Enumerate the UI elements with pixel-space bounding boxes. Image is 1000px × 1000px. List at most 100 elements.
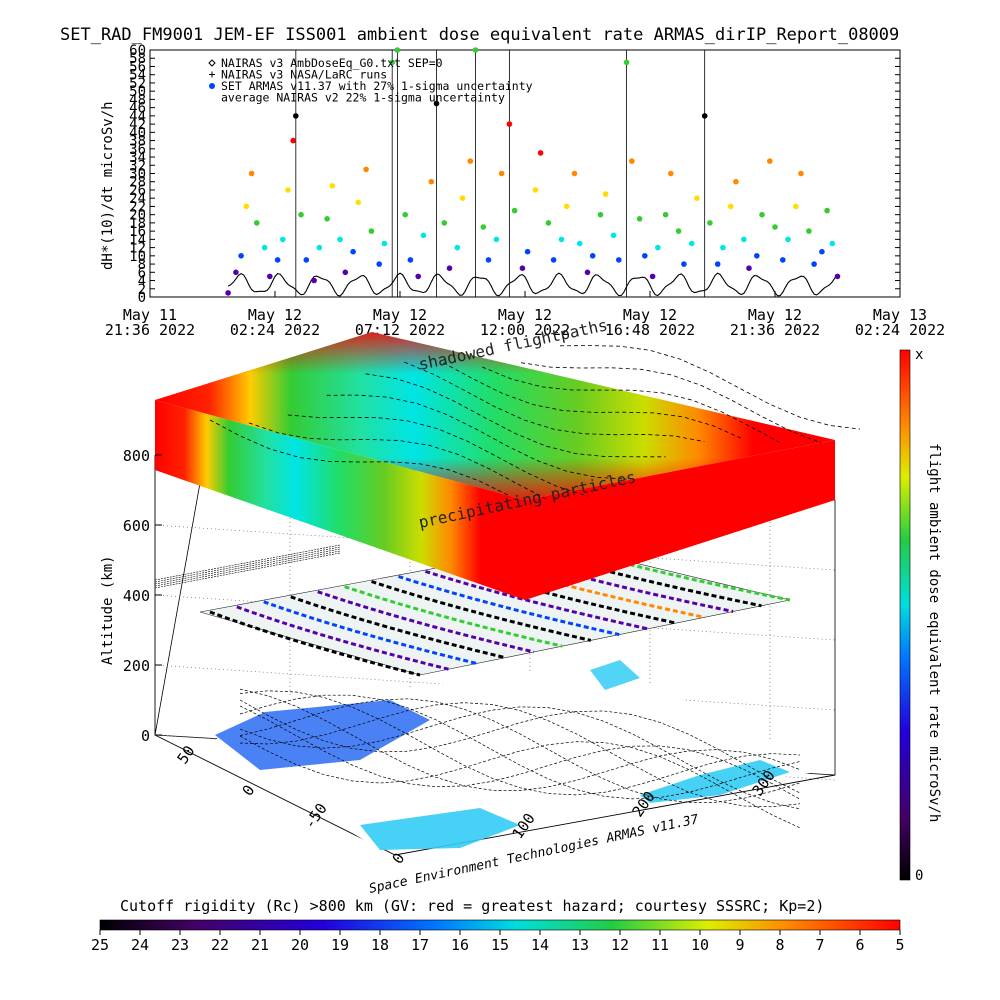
x-tick-date: May 13 — [873, 306, 927, 324]
rigidity-tick-label: 17 — [411, 936, 429, 954]
armas-point — [707, 220, 713, 226]
armas-point — [441, 220, 448, 226]
rigidity-tick-label: 18 — [371, 936, 389, 954]
armas-point — [376, 261, 383, 267]
armas-point — [642, 253, 648, 259]
armas-point — [524, 248, 531, 255]
rigidity-tick-label: 14 — [531, 936, 549, 954]
x-tick-time: 02:24 2022 — [230, 321, 320, 339]
slab-track — [326, 394, 627, 480]
x-tick-date: May 12 — [248, 306, 302, 324]
slab-track — [443, 362, 744, 440]
latitude-tick-label: 0 — [239, 782, 259, 800]
slab-track — [209, 419, 511, 497]
top-slab-shade — [155, 332, 835, 500]
dose-colorbar-bottom: 0 — [915, 868, 923, 884]
altitude-tick-label: 0 — [141, 727, 150, 745]
armas-point — [824, 207, 830, 214]
altitude-tick-label: 600 — [123, 517, 150, 535]
rigidity-tick-label: 21 — [251, 936, 269, 954]
armas-point — [303, 257, 310, 263]
y-tick-label: 46 — [129, 101, 146, 117]
armas-point — [550, 257, 557, 263]
dose-colorbar-label: flight ambient dose equivalent rate micr… — [926, 443, 942, 822]
top-slab-right-face — [525, 440, 835, 600]
slab-track — [559, 345, 861, 430]
y-tick-label: 42 — [129, 117, 146, 133]
ocean-east — [640, 760, 790, 803]
legend-marker-diamond — [208, 59, 216, 67]
altitude-tick-label: 200 — [123, 657, 150, 675]
rigidity-tick-label: 24 — [131, 936, 149, 954]
armas-point — [342, 269, 349, 276]
armas-point — [433, 100, 440, 107]
rigidity-tick-label: 6 — [855, 936, 864, 954]
armas-point — [629, 158, 635, 164]
y-tick-label: 6 — [138, 265, 146, 281]
armas-point — [368, 228, 375, 234]
armas-point — [754, 253, 760, 259]
armas-point — [584, 269, 591, 276]
armas-point — [733, 178, 739, 185]
armas-point — [389, 59, 396, 66]
armas-point — [446, 265, 453, 272]
rigidity-tick-label: 13 — [571, 936, 589, 954]
ground-track — [239, 698, 801, 803]
armas-point — [532, 187, 539, 193]
y-tick-label: 12 — [129, 241, 146, 257]
orbit-track — [317, 590, 535, 654]
armas-point — [363, 166, 369, 173]
y-tick-label: 52 — [129, 76, 146, 92]
x-tick-time: 21:36 2022 — [730, 321, 820, 339]
y-tick-label: 8 — [138, 257, 146, 273]
armas-point — [293, 113, 299, 119]
legend-label: NAIRAS v3 NASA/LaRC runs — [221, 68, 387, 82]
y-tick-label: 28 — [129, 175, 146, 191]
armas-point — [506, 121, 513, 127]
orbit-track — [371, 580, 592, 642]
armas-point — [407, 257, 414, 263]
armas-point — [381, 240, 388, 247]
top-slab: shadowed flightpaths precipitating parti… — [155, 315, 861, 600]
armas-point — [480, 224, 487, 230]
orbit-track — [344, 585, 563, 648]
y-tick-label: 14 — [129, 232, 146, 248]
armas-point — [649, 273, 656, 280]
floor-map — [210, 660, 830, 850]
armas-point — [454, 244, 461, 251]
rigidity-tick-label: 10 — [691, 936, 709, 954]
armas-point — [806, 228, 812, 234]
y-tick-label: 18 — [129, 216, 146, 232]
y-axis-label: dH*(10)/dt microSv/h — [100, 101, 116, 270]
orbit-track — [209, 610, 421, 677]
armas-point — [688, 240, 695, 247]
armas-point — [248, 170, 255, 177]
rigidity-tick-label: 5 — [895, 936, 904, 954]
x-tick-date: May 12 — [373, 306, 427, 324]
armas-point — [576, 240, 583, 247]
rigidity-tick-label: 9 — [735, 936, 744, 954]
armas-point — [428, 178, 435, 185]
slab-track — [248, 422, 550, 501]
y-tick-label: 40 — [129, 125, 146, 141]
armas-point — [537, 150, 544, 156]
rigidity-tick-label: 12 — [611, 936, 629, 954]
armas-point — [355, 199, 362, 206]
ocean-south — [360, 808, 520, 850]
armas-point — [329, 183, 336, 189]
rigidity-tick-label: 7 — [815, 936, 824, 954]
y-tick-label: 36 — [129, 142, 146, 158]
armas-point — [772, 224, 778, 230]
side-track — [154, 552, 341, 589]
legend-label: NAIRAS v3 AmbDoseEq_G0.txt SEP=0 — [221, 56, 443, 70]
armas-point — [280, 236, 286, 243]
armas-point — [681, 261, 687, 267]
dose-colorbar-bar — [899, 349, 911, 881]
armas-point — [741, 236, 747, 243]
armas-point — [834, 273, 841, 280]
longitude-tick-label: 0 — [389, 850, 409, 868]
armas-point — [225, 290, 231, 296]
top-slab-left-face — [155, 400, 525, 600]
armas-point — [655, 244, 661, 251]
armas-point — [274, 257, 281, 263]
